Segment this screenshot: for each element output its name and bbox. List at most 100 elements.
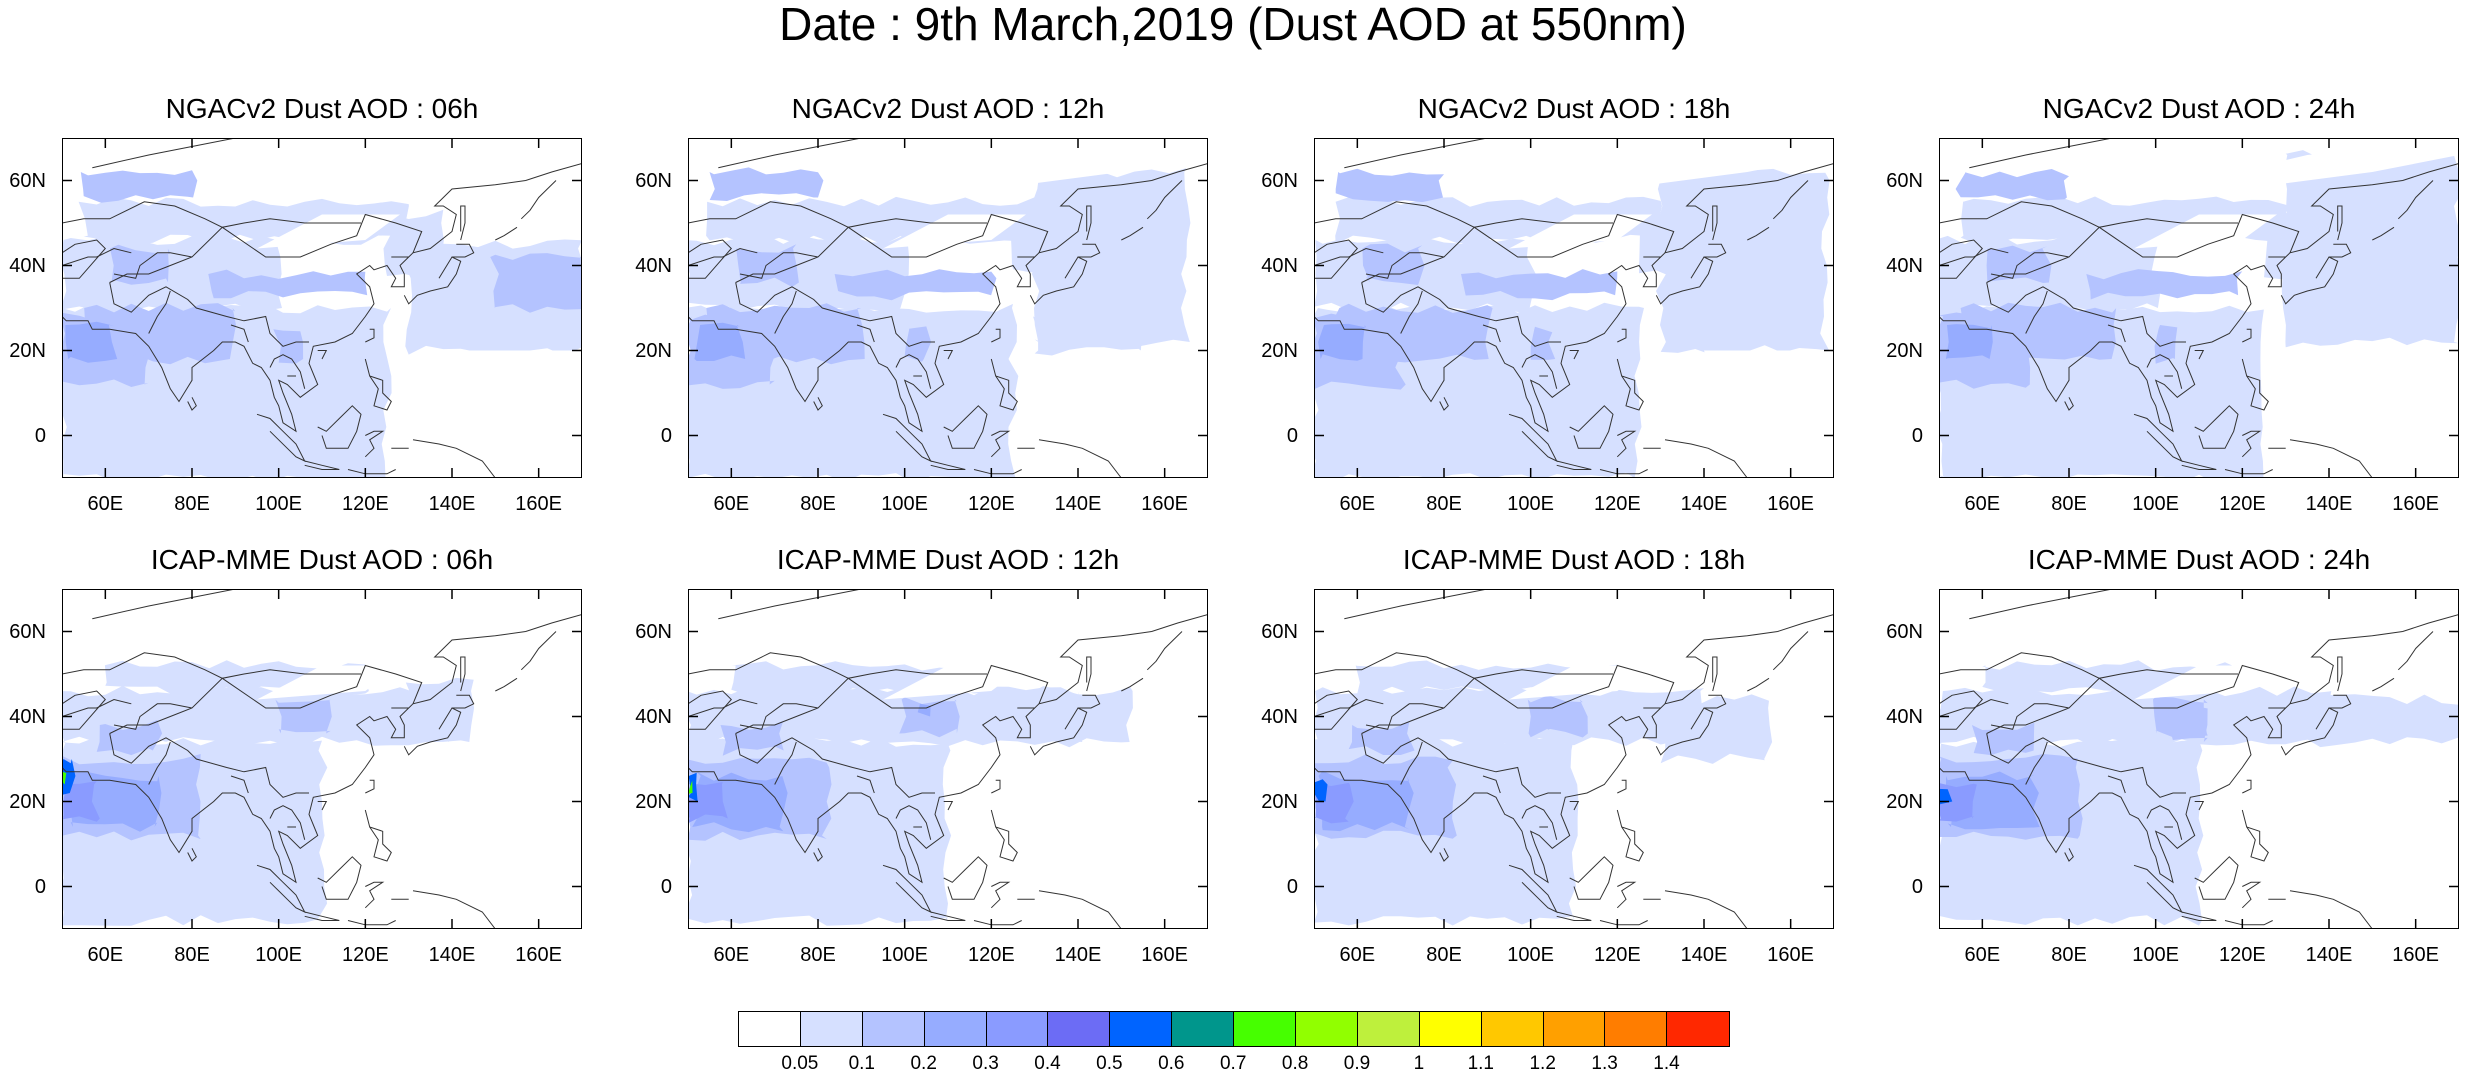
y-tick-label: 40N — [635, 705, 672, 728]
coastline — [1314, 247, 1384, 266]
x-tick-label: 100E — [255, 493, 303, 515]
coastline — [269, 354, 306, 389]
coastline — [1556, 460, 1592, 470]
coastline — [2224, 920, 2273, 926]
colorbar-label: 0.05 — [781, 1053, 819, 1074]
coastline — [317, 350, 328, 360]
dust-aod-region — [1461, 269, 1618, 301]
dust-aod-region — [273, 329, 304, 364]
colorbar-swatch — [1357, 1012, 1420, 1046]
y-tick-label: 40N — [635, 254, 672, 277]
x-tick-label: 120E — [341, 944, 389, 966]
coastline — [735, 733, 935, 798]
coastline — [1521, 354, 1558, 389]
coastline — [1939, 652, 2238, 679]
coastline — [148, 290, 171, 334]
coastline — [1747, 677, 1770, 692]
coastline — [1146, 631, 1183, 671]
dust-aod-region — [1348, 721, 1415, 755]
coastline — [1314, 201, 1613, 228]
y-tick-label: 60N — [1261, 169, 1298, 192]
coastline — [990, 358, 1018, 411]
coastline — [452, 694, 475, 709]
coastline — [2289, 890, 2373, 929]
colorbar-swatch — [924, 1012, 987, 1046]
coastline — [1314, 652, 1613, 679]
coastline — [2224, 469, 2273, 475]
coastline — [2133, 413, 2183, 463]
coastline — [2194, 801, 2205, 811]
x-tick-label: 60E — [713, 944, 750, 966]
clear-region — [839, 138, 1208, 189]
coastline — [2194, 856, 2239, 900]
coastline — [317, 405, 362, 449]
x-tick-label: 120E — [967, 944, 1015, 966]
coastline — [2329, 694, 2352, 709]
colorbar-swatch — [1296, 1012, 1358, 1046]
coastline — [856, 324, 875, 343]
dust-aod-region — [720, 720, 784, 756]
x-tick-label: 80E — [174, 493, 210, 515]
clear-region — [2134, 214, 2277, 249]
coastline — [973, 469, 1022, 475]
y-tick-label: 0 — [34, 875, 46, 898]
clear-region — [1509, 214, 1652, 249]
coastline — [2280, 256, 2339, 305]
coastline — [187, 397, 197, 411]
y-tick-label: 20N — [9, 339, 46, 362]
clear-region — [883, 665, 1026, 700]
panel-title: ICAP-MME Dust AOD : 24h — [2027, 544, 2371, 575]
clear-region — [1704, 350, 1834, 478]
coastline — [62, 163, 582, 433]
coastline — [1969, 138, 2113, 169]
dust-aod-region — [1314, 236, 1536, 313]
x-tick-label: 100E — [881, 493, 929, 515]
dust-aod-region — [1700, 197, 1805, 292]
y-tick-label: 20N — [1886, 790, 1923, 813]
coastline — [1086, 656, 1092, 692]
map-panel: ICAP-MME Dust AOD : 06h 60N 40N 20N 0 60E 80E 1… — [9, 544, 582, 965]
coastline — [1078, 694, 1101, 709]
coastline — [688, 163, 1208, 433]
clear-region — [213, 589, 582, 640]
coastline — [882, 864, 932, 914]
dust-aod-region — [405, 677, 475, 743]
coastline — [460, 205, 466, 241]
x-tick-label: 80E — [1426, 944, 1462, 966]
coastline — [688, 614, 1208, 884]
y-tick-label: 0 — [34, 424, 46, 447]
x-tick-label: 80E — [1426, 493, 1462, 515]
dust-aod-region — [1545, 704, 1588, 730]
clear-region — [2090, 138, 2459, 189]
dust-aod-region — [706, 303, 865, 365]
map-area — [62, 138, 582, 478]
coastline — [1990, 703, 2070, 730]
y-tick-label: 60N — [9, 169, 46, 192]
colorbar-swatch — [800, 1012, 863, 1046]
coastline — [1314, 690, 1358, 730]
y-tick-label: 60N — [635, 169, 672, 192]
coastline — [688, 652, 987, 679]
coastline — [1616, 881, 1637, 909]
clear-region — [1704, 801, 1834, 929]
coastline — [688, 690, 732, 730]
coastline — [1521, 805, 1558, 840]
colorbar-swatch — [1481, 1012, 1544, 1046]
dust-aod-map — [62, 138, 582, 478]
coastline — [739, 703, 819, 730]
x-tick-label: 160E — [1767, 493, 1815, 515]
coastline — [412, 890, 496, 929]
coastline — [2241, 430, 2262, 458]
coastline — [1599, 469, 1648, 475]
coastline — [2241, 358, 2269, 411]
x-tick-label: 120E — [1593, 493, 1641, 515]
clear-region — [257, 214, 400, 249]
y-tick-label: 40N — [1886, 705, 1923, 728]
colorbar-label: 0.1 — [848, 1053, 875, 1074]
coastline — [990, 430, 1011, 458]
map-panel: NGACv2 Dust AOD : 06h 60N 40N 20N 0 60E 80E 100… — [9, 93, 582, 514]
x-tick-label: 160E — [1141, 944, 1189, 966]
coastline — [2025, 741, 2048, 785]
x-tick-label: 160E — [2392, 944, 2440, 966]
coastline — [1986, 733, 2186, 798]
